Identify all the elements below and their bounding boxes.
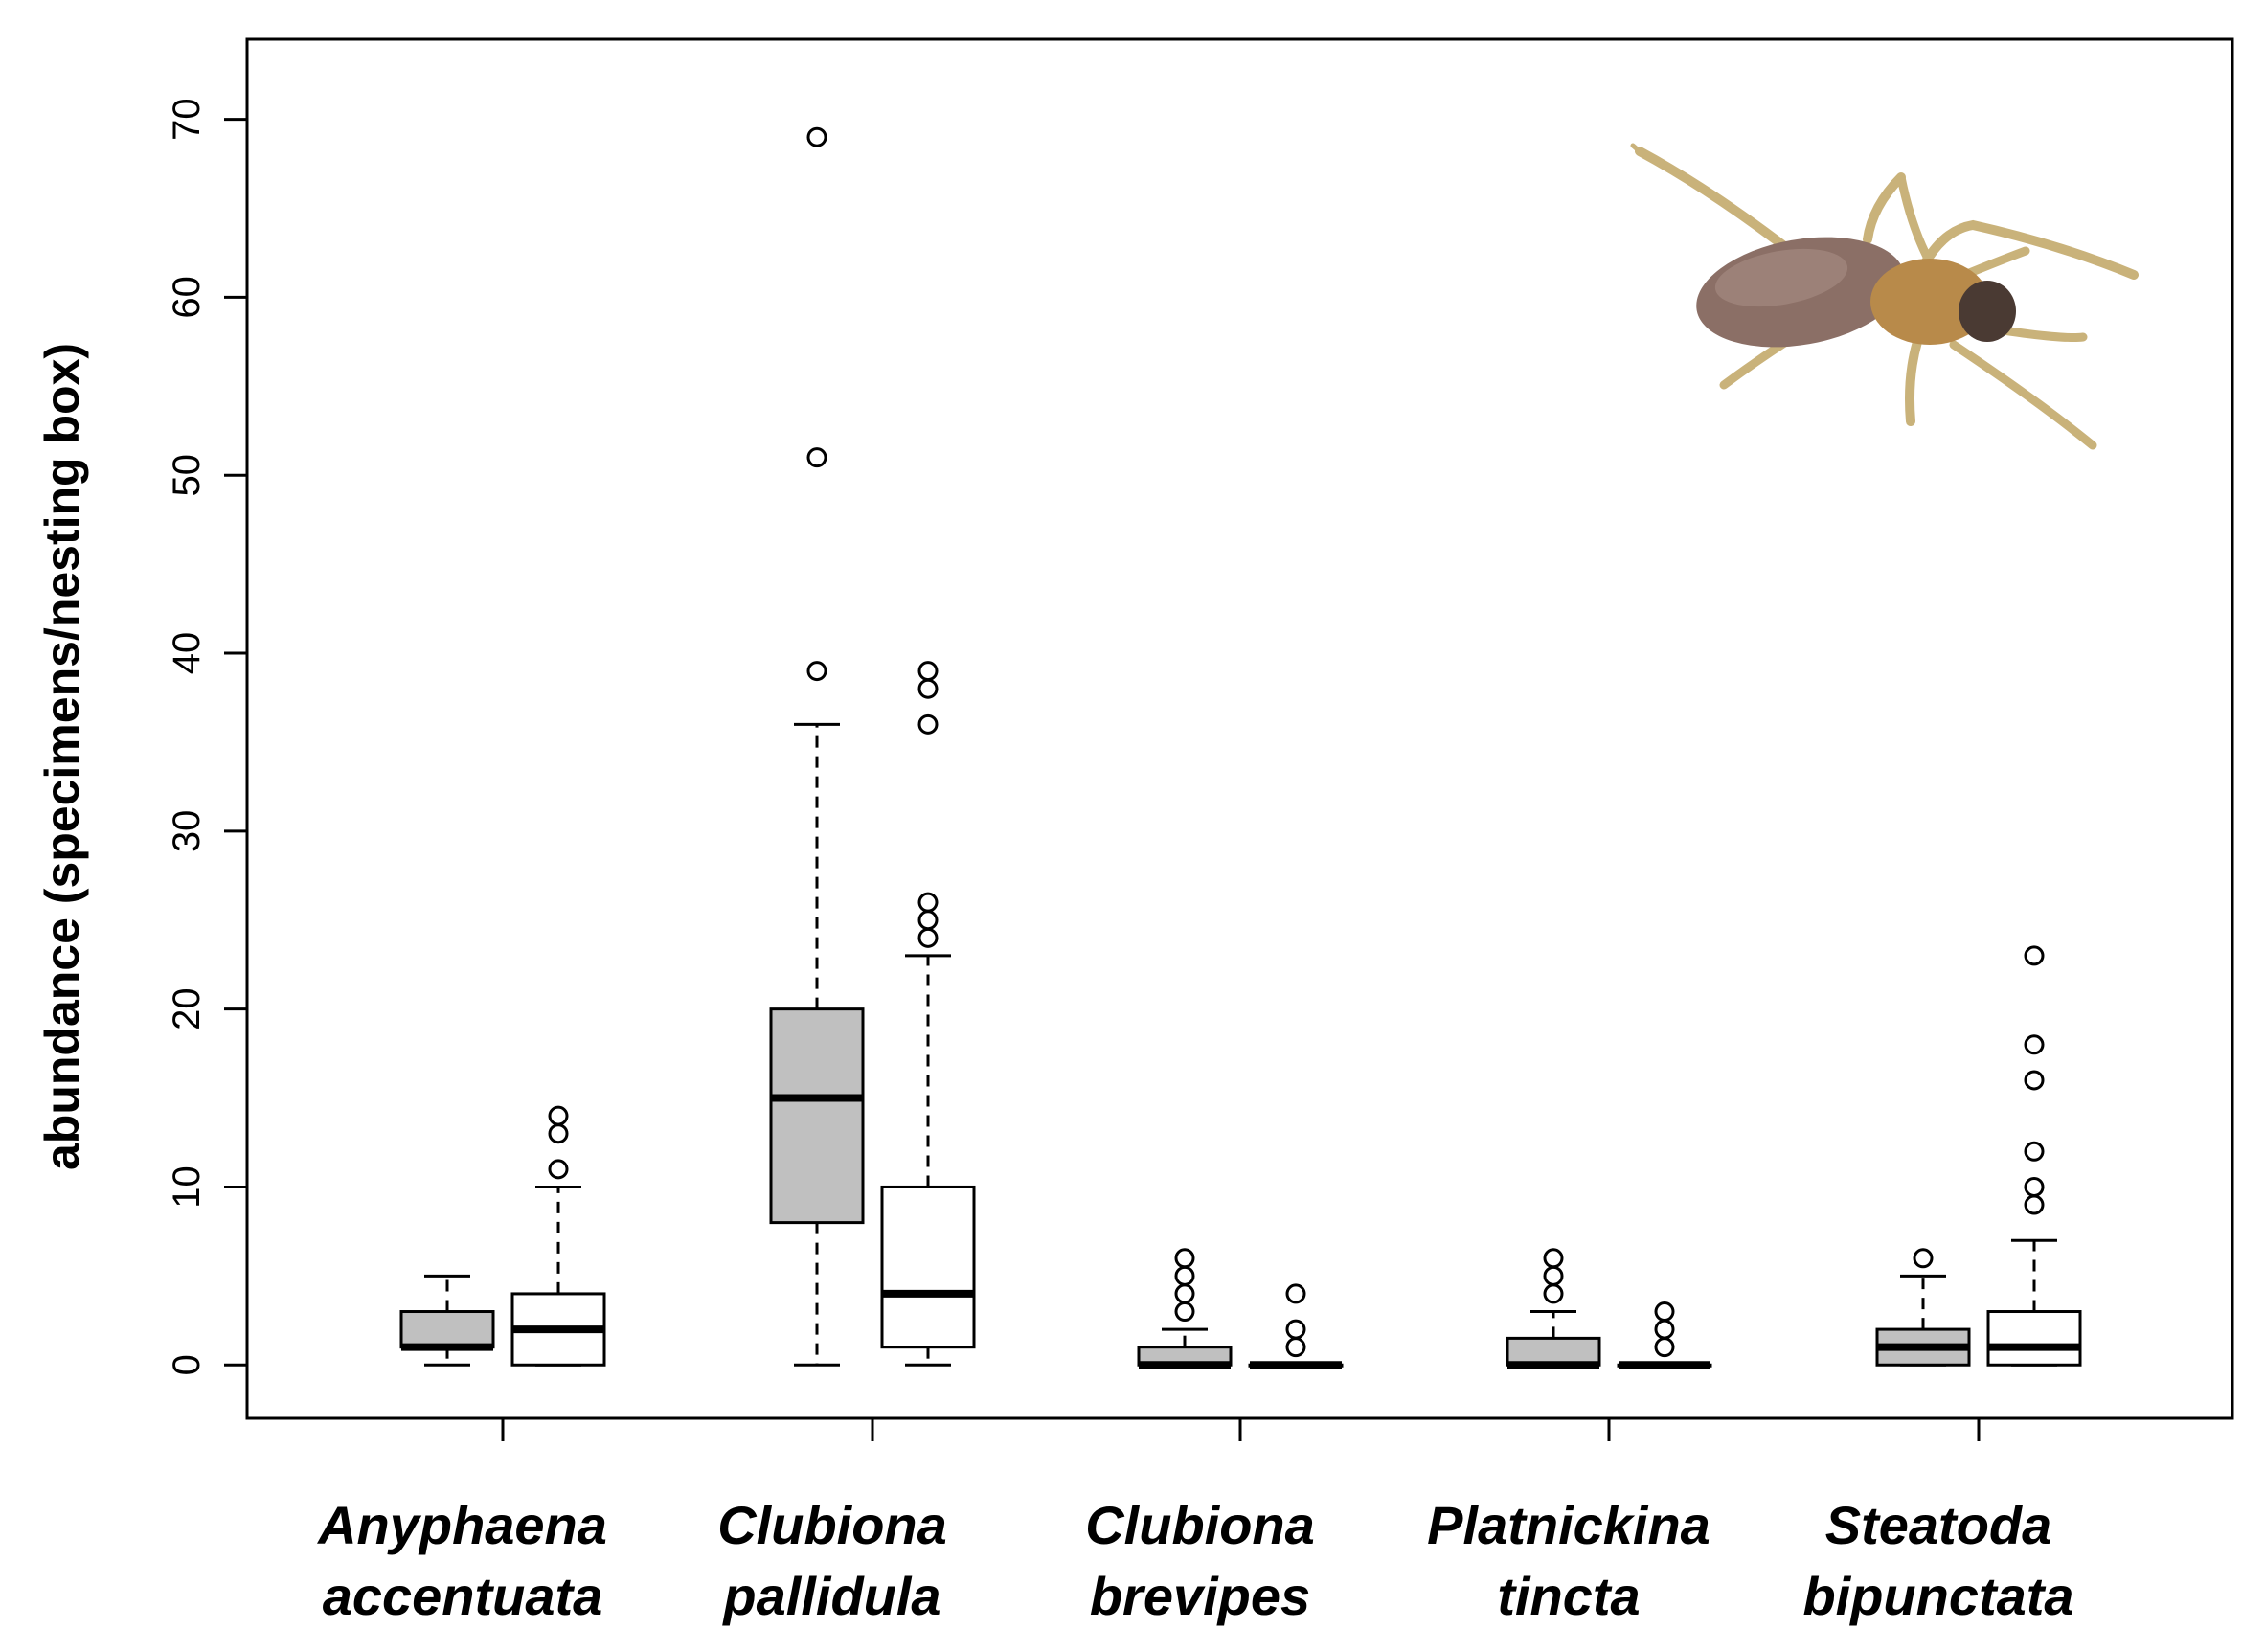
outlier-point <box>1543 1248 1564 1269</box>
box-group-a <box>1875 1248 1971 1367</box>
outlier-point <box>806 447 827 468</box>
box-group-b <box>880 661 976 1367</box>
spider-leg <box>1863 172 1906 244</box>
outlier-point <box>2024 1176 2045 1197</box>
x-tick-label-line1: Clubiona <box>1085 1495 1315 1555</box>
category-group <box>1875 945 2082 1367</box>
box-body <box>880 1185 976 1349</box>
x-tick-label-line2: tincta <box>1497 1566 1640 1626</box>
category-group <box>769 126 976 1367</box>
spider-leg <box>1630 143 1642 154</box>
outlier-point <box>548 1105 569 1126</box>
outlier-point <box>1654 1301 1675 1323</box>
x-tick-label-line1: Steatoda <box>1825 1495 2052 1555</box>
spider-leg <box>1920 219 2139 280</box>
box-group-a <box>399 1274 495 1367</box>
spider-head <box>1959 281 2016 342</box>
y-tick-label: 20 <box>166 987 208 1030</box>
x-tick-label-line1: Platnickina <box>1427 1495 1710 1555</box>
spider-photo <box>1630 143 2139 450</box>
box-group-b <box>1248 1283 1344 1369</box>
x-tick-label-line2: pallidula <box>721 1566 940 1626</box>
outlier-point <box>2024 1070 2045 1091</box>
x-tick-label-line1: Clubiona <box>717 1495 947 1555</box>
box-body <box>1986 1310 2082 1367</box>
outlier-point <box>1285 1283 1306 1304</box>
outlier-point <box>1174 1248 1195 1269</box>
y-tick-label: 30 <box>166 810 208 853</box>
box-groups <box>399 126 2082 1369</box>
category-group <box>1506 1248 1712 1369</box>
box-group-a <box>769 126 865 1367</box>
y-tick-label: 0 <box>166 1354 208 1375</box>
outlier-point <box>2024 945 2045 966</box>
box-group-a <box>1137 1248 1233 1369</box>
box-body <box>1506 1336 1601 1367</box>
y-tick-label: 40 <box>166 632 208 675</box>
outlier-point <box>1285 1319 1306 1340</box>
y-tick-label: 70 <box>166 98 208 141</box>
y-tick-label: 50 <box>166 454 208 497</box>
x-axis: Anyphaena accentuata Clubiona pallidula Club… <box>316 1418 2074 1626</box>
outlier-point <box>548 1159 569 1180</box>
y-tick-label: 60 <box>166 276 208 319</box>
outlier-point <box>1913 1248 1934 1269</box>
x-tick-label-line2: accentuata <box>323 1566 603 1626</box>
y-tick-label: 10 <box>166 1165 208 1209</box>
outlier-point <box>917 713 939 735</box>
category-group <box>1137 1248 1344 1369</box>
box-group-b <box>1617 1301 1712 1369</box>
outlier-point <box>917 661 939 682</box>
category-group <box>399 1105 606 1367</box>
y-axis: 0 10 20 30 40 50 60 70 <box>166 98 249 1375</box>
x-tick-label-line2: bipunctata <box>1802 1566 2073 1626</box>
box-body <box>769 1007 865 1225</box>
outlier-point <box>806 126 827 147</box>
spider-leg <box>1949 340 2097 450</box>
x-tick-label-line1: Anyphaena <box>316 1495 607 1555</box>
outlier-point <box>2024 1141 2045 1162</box>
x-tick-label-line2: brevipes <box>1090 1566 1310 1626</box>
box-group-b <box>1986 945 2082 1367</box>
outlier-point <box>2024 1034 2045 1055</box>
spider-cephalothorax <box>1870 259 1989 345</box>
outlier-point <box>806 661 827 682</box>
y-axis-title: abundance (specimens/nesting box) <box>35 343 89 1170</box>
spider-leg <box>1635 147 1805 263</box>
spider-abdomen-highlight <box>1714 248 1848 307</box>
box-group-a <box>1506 1248 1601 1369</box>
box-group-b <box>510 1105 606 1367</box>
outlier-point <box>917 892 939 913</box>
box-body <box>399 1310 495 1349</box>
